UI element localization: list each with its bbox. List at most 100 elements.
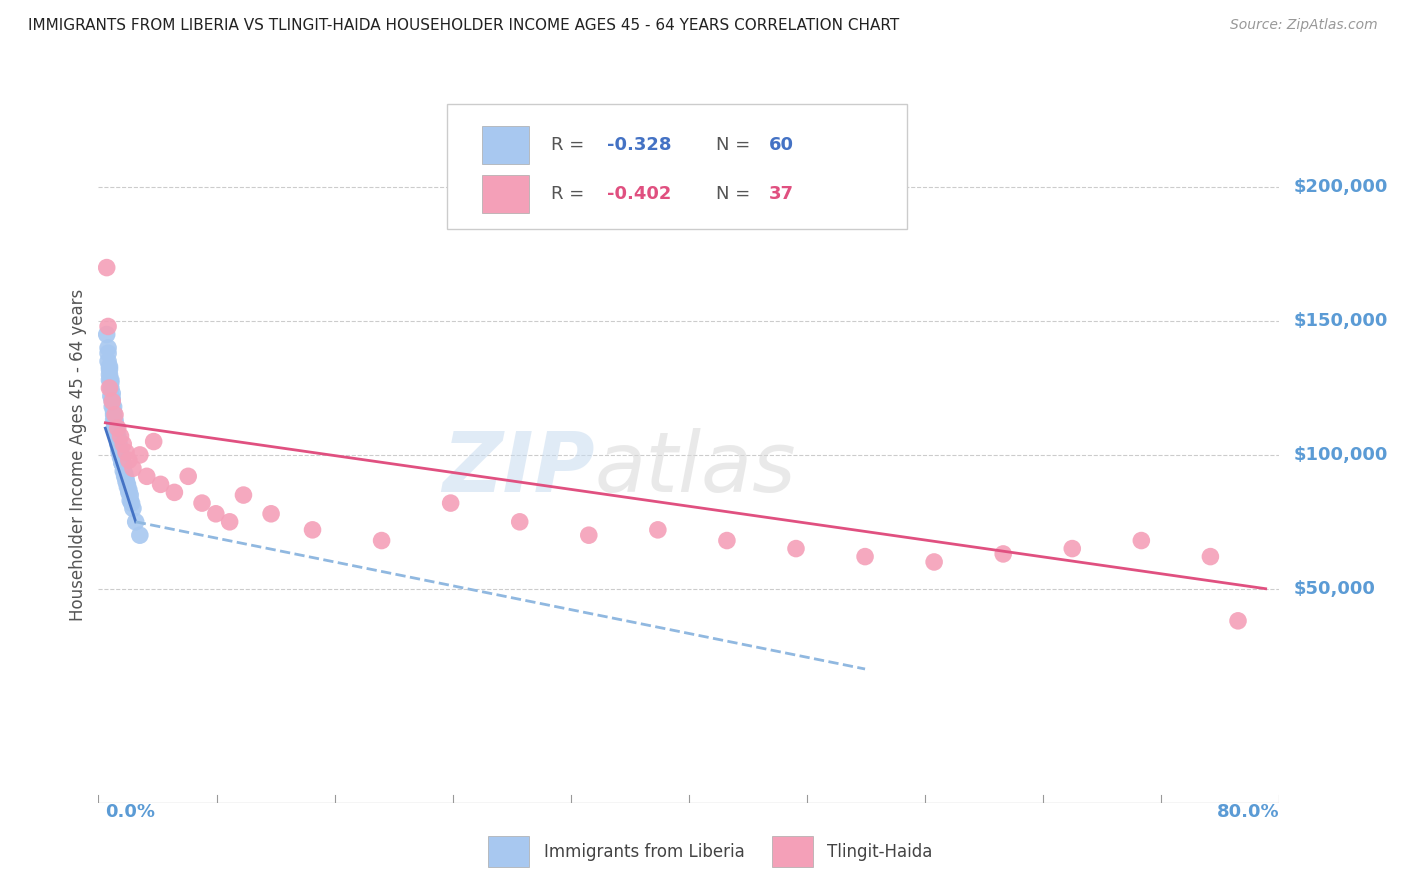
Point — [105, 426, 128, 441]
Point — [120, 488, 142, 502]
Point — [163, 485, 186, 500]
Point — [191, 496, 214, 510]
Point — [98, 368, 121, 382]
Point — [115, 445, 138, 459]
FancyBboxPatch shape — [772, 836, 813, 867]
Text: Source: ZipAtlas.com: Source: ZipAtlas.com — [1230, 18, 1378, 32]
Point — [103, 405, 125, 419]
Point — [104, 416, 127, 430]
Point — [110, 445, 132, 459]
Point — [440, 496, 463, 510]
Point — [105, 426, 128, 441]
Point — [1227, 614, 1250, 628]
Point — [177, 469, 200, 483]
Point — [993, 547, 1015, 561]
Point — [101, 400, 124, 414]
Point — [107, 429, 129, 443]
Point — [117, 480, 139, 494]
Point — [108, 442, 131, 457]
Point — [115, 472, 138, 486]
Point — [100, 376, 122, 390]
Text: -0.328: -0.328 — [607, 136, 672, 154]
Point — [1062, 541, 1084, 556]
Point — [128, 528, 150, 542]
Point — [853, 549, 876, 564]
Text: 80.0%: 80.0% — [1216, 803, 1279, 821]
Point — [98, 359, 121, 374]
Point — [97, 319, 120, 334]
Point — [111, 456, 134, 470]
Text: R =: R = — [551, 136, 589, 154]
Point — [107, 434, 129, 449]
Point — [112, 458, 135, 473]
Point — [100, 373, 122, 387]
Point — [97, 341, 120, 355]
Point — [104, 418, 127, 433]
Text: 37: 37 — [769, 185, 794, 203]
FancyBboxPatch shape — [482, 175, 530, 213]
Point — [110, 448, 132, 462]
Text: Tlingit-Haida: Tlingit-Haida — [827, 843, 932, 861]
Point — [112, 464, 135, 478]
Point — [370, 533, 392, 548]
Point — [114, 469, 136, 483]
Text: ZIP: ZIP — [441, 428, 595, 509]
Text: $150,000: $150,000 — [1294, 312, 1388, 330]
Text: -0.402: -0.402 — [607, 185, 672, 203]
Point — [103, 413, 125, 427]
Point — [108, 437, 131, 451]
Point — [104, 413, 127, 427]
Point — [647, 523, 669, 537]
Point — [110, 450, 132, 465]
Point — [205, 507, 228, 521]
Point — [716, 533, 738, 548]
Point — [100, 381, 122, 395]
Text: $200,000: $200,000 — [1294, 178, 1388, 196]
Point — [111, 456, 134, 470]
Text: $100,000: $100,000 — [1294, 446, 1388, 464]
Point — [108, 445, 131, 459]
Point — [104, 408, 127, 422]
Point — [101, 394, 124, 409]
Point — [97, 346, 120, 360]
Point — [110, 429, 132, 443]
Y-axis label: Householder Income Ages 45 - 64 years: Householder Income Ages 45 - 64 years — [69, 289, 87, 621]
Point — [135, 469, 157, 483]
Point — [104, 421, 127, 435]
Point — [100, 389, 122, 403]
Point — [125, 515, 148, 529]
Point — [149, 477, 172, 491]
Point — [117, 477, 139, 491]
Point — [96, 327, 118, 342]
Point — [1199, 549, 1222, 564]
Point — [260, 507, 283, 521]
Point — [97, 354, 120, 368]
Point — [98, 373, 121, 387]
Point — [121, 496, 143, 510]
Point — [115, 475, 138, 489]
Point — [98, 381, 121, 395]
Point — [103, 408, 125, 422]
Point — [232, 488, 254, 502]
Point — [101, 392, 124, 406]
Point — [785, 541, 807, 556]
Point — [122, 461, 145, 475]
Text: IMMIGRANTS FROM LIBERIA VS TLINGIT-HAIDA HOUSEHOLDER INCOME AGES 45 - 64 YEARS C: IMMIGRANTS FROM LIBERIA VS TLINGIT-HAIDA… — [28, 18, 900, 33]
Text: N =: N = — [716, 185, 756, 203]
FancyBboxPatch shape — [488, 836, 530, 867]
Point — [1130, 533, 1153, 548]
Point — [120, 493, 142, 508]
Point — [118, 483, 141, 497]
Point — [107, 421, 129, 435]
Point — [107, 434, 129, 449]
Point — [118, 453, 141, 467]
Text: N =: N = — [716, 136, 756, 154]
Point — [122, 501, 145, 516]
FancyBboxPatch shape — [482, 126, 530, 164]
Point — [111, 453, 134, 467]
Text: atlas: atlas — [595, 428, 796, 509]
Point — [142, 434, 165, 449]
Point — [98, 362, 121, 376]
Point — [107, 437, 129, 451]
Point — [111, 453, 134, 467]
